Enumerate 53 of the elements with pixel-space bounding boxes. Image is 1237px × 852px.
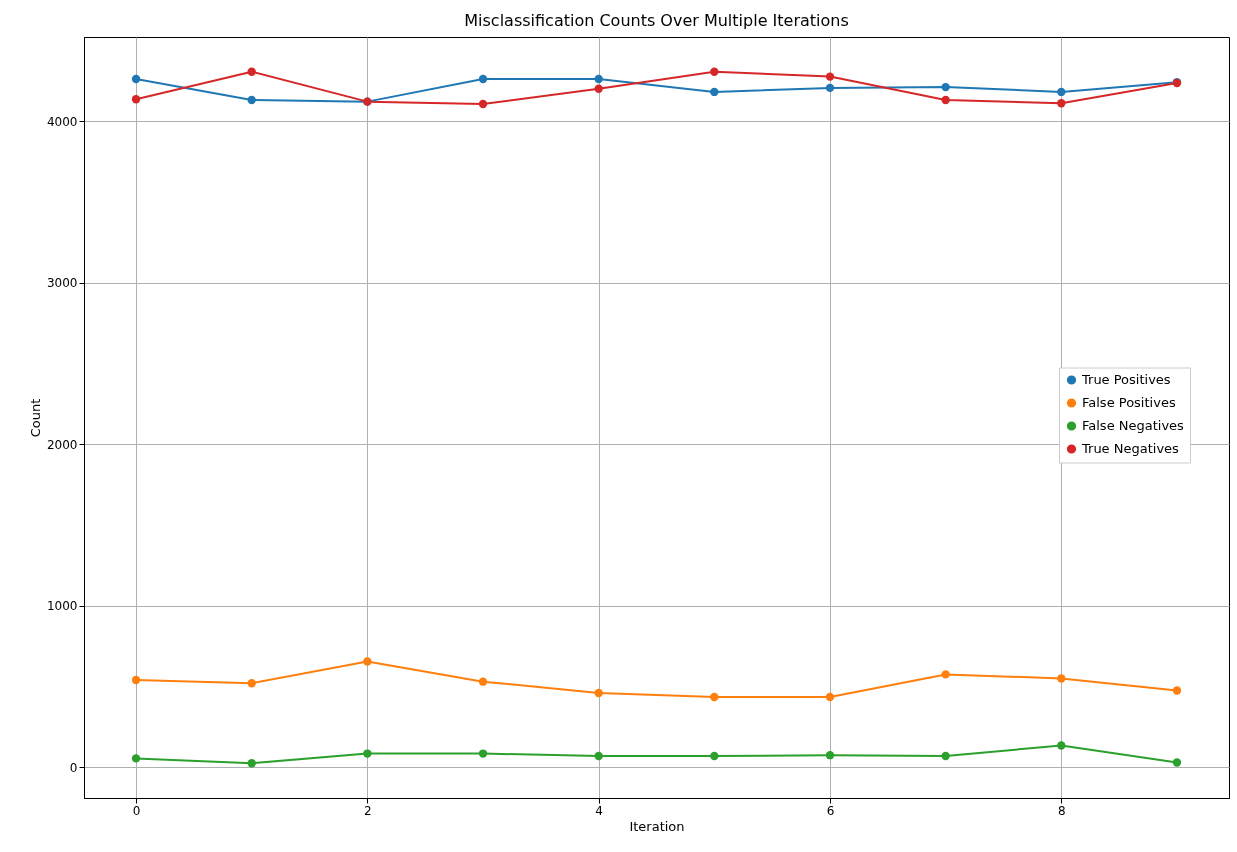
point xyxy=(1172,758,1182,767)
point xyxy=(825,72,835,81)
point xyxy=(941,751,950,761)
point xyxy=(131,74,141,84)
point xyxy=(247,759,256,768)
point xyxy=(363,749,372,758)
y-tick-label: 4000 xyxy=(46,114,78,129)
point xyxy=(131,675,141,685)
x-tick-label: 0 xyxy=(132,803,141,818)
y-tick-label: 1000 xyxy=(46,599,78,614)
point xyxy=(363,657,372,666)
point xyxy=(131,95,141,104)
point xyxy=(594,74,603,84)
point xyxy=(941,82,950,92)
point xyxy=(710,751,719,761)
y-tick-label: 3000 xyxy=(46,276,78,291)
point xyxy=(825,692,835,702)
point xyxy=(478,74,488,84)
point xyxy=(825,83,835,93)
point xyxy=(1057,99,1066,108)
point xyxy=(131,754,141,763)
point xyxy=(247,95,256,105)
chart-title: Misclassification Counts Over Multiple Iterations xyxy=(464,11,849,30)
point xyxy=(594,688,603,698)
legend-label: True Negatives xyxy=(1081,441,1180,456)
point xyxy=(478,99,488,109)
x-tick-label: 2 xyxy=(364,803,372,818)
x-axis-title: Iteration xyxy=(629,818,685,834)
point xyxy=(710,67,719,76)
legend-label: False Negatives xyxy=(1082,418,1185,433)
point xyxy=(478,749,488,758)
y-tick-label: 0 xyxy=(69,760,78,775)
point xyxy=(1057,87,1066,97)
point xyxy=(247,679,256,688)
point xyxy=(594,751,603,761)
point xyxy=(941,670,950,679)
point xyxy=(247,67,256,76)
x-tick-label: 8 xyxy=(1057,803,1066,818)
y-axis-title: Count xyxy=(27,398,43,438)
point xyxy=(825,751,835,760)
point xyxy=(710,692,719,702)
point xyxy=(941,95,950,105)
point xyxy=(1057,741,1066,750)
legend-label: False Positives xyxy=(1082,395,1176,410)
point xyxy=(710,87,719,97)
point xyxy=(1172,686,1182,695)
point xyxy=(1057,674,1066,683)
legend-label: True Positives xyxy=(1081,372,1171,387)
x-tick-label: 4 xyxy=(595,803,603,818)
point xyxy=(478,677,488,686)
point xyxy=(594,84,603,93)
x-tick-label: 6 xyxy=(826,803,835,818)
y-tick-label: 2000 xyxy=(46,437,78,452)
